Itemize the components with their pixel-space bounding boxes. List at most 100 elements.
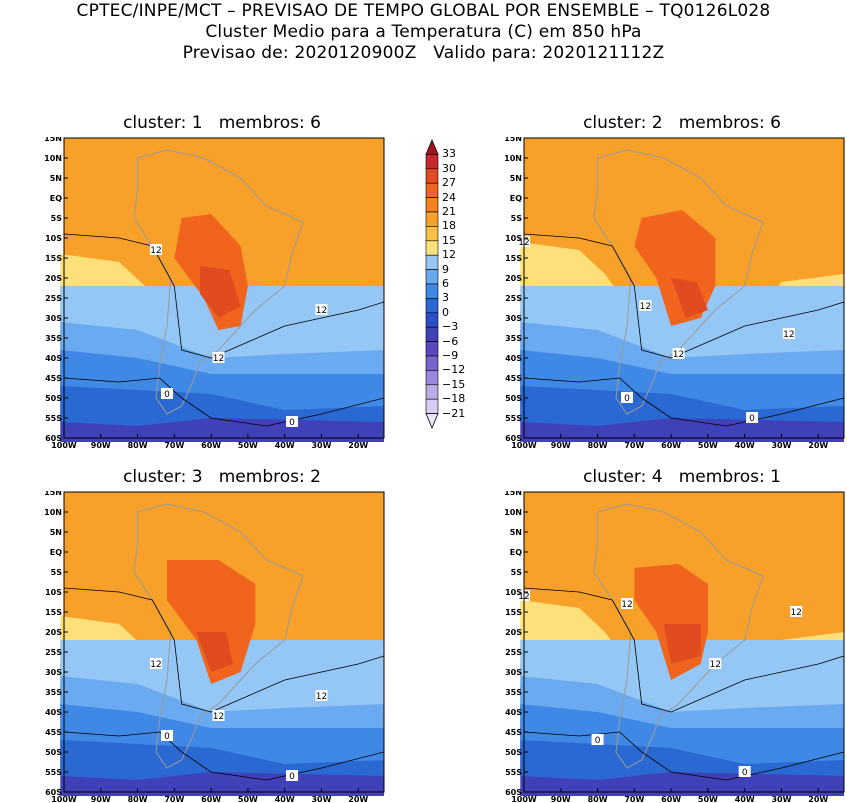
colorbar-swatch — [425, 341, 439, 357]
lat-label: 10N — [504, 508, 522, 517]
contour-label: 12 — [213, 354, 224, 364]
map-field: 121212120015N10N5NEQ5S10S15S20S25S30S35S… — [504, 491, 845, 803]
contour-label-bg — [286, 416, 299, 427]
contour-label-bg — [790, 606, 803, 617]
lat-label: 15N — [504, 137, 522, 143]
header-title-line1: CPTEC/INPE/MCT – PREVISAO DE TEMPO GLOBA… — [76, 1, 771, 21]
lat-label: 15S — [45, 254, 62, 263]
lat-label: 10N — [44, 154, 62, 163]
contour-label: 12 — [621, 600, 632, 610]
colorbar-swatch — [425, 326, 439, 342]
colorbar-label: −12 — [442, 363, 466, 377]
colorbar-swatch — [425, 370, 439, 386]
contour-label: 0 — [289, 772, 295, 782]
contour-label-bg — [212, 710, 225, 721]
colorbar-swatch — [425, 226, 439, 242]
colorbar-label: 6 — [442, 277, 449, 290]
lat-label: 50S — [45, 394, 62, 403]
coastline — [133, 149, 304, 415]
colorbar-label: 27 — [442, 176, 456, 190]
lat-label: 10S — [505, 588, 522, 597]
lon-label: 100W — [51, 795, 77, 803]
lat-label: 25S — [45, 294, 62, 303]
colorbar-label: 21 — [442, 205, 456, 218]
map-panel-cluster-4: 12 12 12 12 0 0 15N 10N 5N EQ 5S 10S 15S 20S 25S 30S 35S… — [492, 491, 845, 803]
contour-12 — [63, 587, 385, 713]
panel-title-cluster-1: cluster: 1 membros: 6 — [123, 113, 321, 133]
lon-label: 20W — [348, 795, 368, 803]
map-panel-cluster-3: 12 12 12 0 0 15N 10N 5N EQ 5S 10S 15S 20S 25S 30S 35S 40… — [32, 491, 385, 803]
contour-label-bg — [672, 348, 685, 359]
lat-label: 40S — [45, 354, 62, 363]
colorbar-swatch — [425, 197, 439, 213]
contour-12 — [63, 233, 385, 359]
colorbar-swatch — [425, 312, 439, 328]
colorbar-swatch — [425, 269, 439, 285]
contour-label-bg — [160, 388, 173, 399]
colorbar-label: −6 — [442, 334, 459, 348]
contour-12 — [523, 587, 845, 713]
colorbar-swatch — [425, 154, 439, 170]
contour-label: 0 — [742, 768, 748, 778]
lon-label: 50W — [698, 441, 718, 450]
contour-label: 12 — [150, 660, 161, 670]
lat-label: 30S — [45, 668, 62, 677]
lat-label: 10S — [45, 588, 62, 597]
map-svg-cluster-3: 12 12 12 0 0 15N 10N 5N EQ 5S 10S 15S 20S 25S 30S 35S 40… — [44, 491, 385, 803]
contour-label: 12 — [783, 330, 794, 340]
colorbar: 33 30 27 24 21 18 15 12 9 6 3 0 −3 −6 −9 −12 −15 −18 −21 — [420, 132, 490, 444]
map-svg-cluster-1: 12 12 12 0 0 15N 10N 5N EQ 5S 10S 15S 20S 25S 30S 35S 40… — [44, 137, 385, 450]
lat-label: 55S — [45, 414, 62, 423]
panel-title-cluster-3: cluster: 3 membros: 2 — [123, 467, 321, 487]
colorbar-swatch — [425, 211, 439, 227]
lat-label: 10N — [504, 154, 522, 163]
colorbar-swatch — [425, 398, 439, 414]
lat-label: EQ — [50, 548, 62, 557]
lon-label: 60W — [661, 795, 681, 803]
colorbar-swatch — [425, 355, 439, 371]
lat-label: 15S — [45, 608, 62, 617]
contour-label-bg — [620, 392, 633, 403]
lon-label: 100W — [51, 441, 77, 450]
contour-label: 0 — [595, 736, 601, 746]
lat-label: 45S — [505, 374, 522, 383]
lat-label: 10N — [44, 508, 62, 517]
contour-label: 12 — [710, 660, 721, 670]
coastline — [593, 149, 764, 415]
lat-label: 15S — [505, 608, 522, 617]
map-frame — [63, 491, 385, 793]
lat-label: 30S — [45, 314, 62, 323]
lon-label: 80W — [128, 795, 148, 803]
lon-label: 80W — [128, 441, 148, 450]
colorbar-label: 12 — [442, 248, 456, 262]
contour-label-bg — [639, 300, 652, 311]
contour-0 — [523, 377, 845, 427]
lat-label: 40S — [505, 354, 522, 363]
contour-label: 12 — [316, 306, 327, 316]
lat-label: 20S — [45, 274, 62, 283]
colorbar-label: −3 — [442, 320, 459, 334]
lat-label: 45S — [45, 728, 62, 737]
map-svg-cluster-2: 121212120015N10N5NEQ5S10S15S20S25S30S35S… — [504, 137, 845, 450]
lon-label: 40W — [275, 441, 295, 450]
lat-label: 60S — [505, 788, 522, 797]
lat-label: 60S — [45, 788, 62, 797]
lat-label: 60S — [45, 434, 62, 443]
contour-label-bg — [591, 734, 604, 745]
lat-label: EQ — [510, 194, 522, 203]
colorbar-swatch — [425, 182, 439, 198]
contour-label-bg — [160, 730, 173, 741]
contour-label-bg — [286, 770, 299, 781]
contour-0 — [63, 731, 385, 781]
lat-label: 40S — [45, 708, 62, 717]
colorbar-swatch — [425, 298, 439, 314]
map-field: 12 12 12 0 0 15N 10N 5N EQ 5S 10S 15S 20S 25S 30S 35S 40… — [44, 137, 385, 450]
lat-label: 25S — [505, 648, 522, 657]
colorbar-label: 24 — [442, 190, 456, 204]
lat-label: 55S — [505, 414, 522, 423]
map-frame — [523, 491, 845, 793]
colorbar-label: 30 — [442, 161, 456, 175]
lon-label: 20W — [808, 441, 828, 450]
colorbar-label: 9 — [442, 262, 449, 276]
contour-label-bg — [620, 598, 633, 609]
